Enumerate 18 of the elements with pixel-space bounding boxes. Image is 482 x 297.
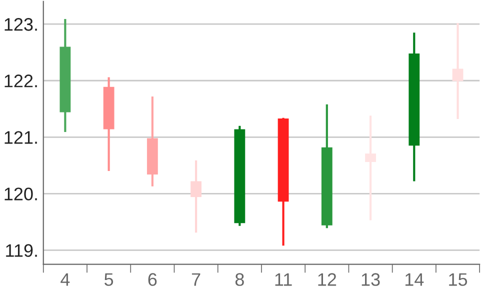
y-tick-label: 120.	[4, 188, 37, 200]
x-tick-label: 15	[449, 273, 468, 286]
x-tick-label: 12	[318, 273, 336, 286]
candlestick	[452, 22, 464, 120]
y-tick-label: 123.	[4, 18, 37, 31]
x-tick-label: 7	[192, 273, 200, 286]
candlestick	[190, 159, 202, 234]
x-tick-label: 8	[235, 273, 244, 286]
y-tick-label: 122.	[4, 74, 37, 88]
x-tick-label: 13	[362, 273, 380, 286]
x-tick-label: 14	[405, 273, 424, 286]
y-tick-label: 121.	[4, 131, 37, 144]
candlestick	[365, 114, 376, 222]
y-tick-label: 119.	[6, 244, 37, 257]
x-tick-label: 6	[148, 273, 157, 286]
x-tick-label: 5	[104, 273, 114, 286]
x-tick-label: 11	[275, 273, 292, 286]
x-tick-label: 4	[60, 273, 70, 286]
